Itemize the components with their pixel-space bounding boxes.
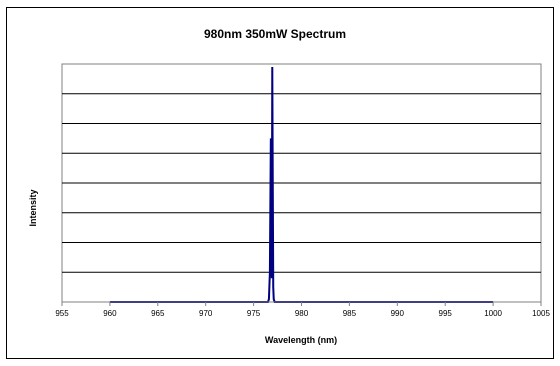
x-tick-label-10: 1005 (532, 309, 550, 318)
x-tick-label-1: 960 (103, 309, 117, 318)
x-tick-label-4: 975 (247, 309, 261, 318)
x-tick-label-2: 965 (151, 309, 165, 318)
x-tick-label-8: 995 (439, 309, 453, 318)
gridlines (62, 93, 541, 273)
chart-frame: 980nm 350mW Spectrum 955 960 965 970 975 980 9… (6, 7, 554, 359)
x-tick-label-7: 990 (391, 309, 405, 318)
x-tick-label-9: 1000 (484, 309, 502, 318)
x-tick-label-3: 970 (199, 309, 213, 318)
x-tick-label-6: 985 (343, 309, 357, 318)
y-axis-label: Intensity (28, 189, 38, 226)
x-tick-label-5: 980 (295, 309, 309, 318)
spectrum-chart: 980nm 350mW Spectrum 955 960 965 970 975 980 9… (28, 27, 550, 345)
x-axis: 955 960 965 970 975 980 985 990 995 1000 1005 (55, 301, 550, 318)
x-axis-label: Wavelength (nm) (265, 335, 337, 345)
chart-title: 980nm 350mW Spectrum (204, 27, 346, 41)
x-tick-label-0: 955 (55, 309, 69, 318)
